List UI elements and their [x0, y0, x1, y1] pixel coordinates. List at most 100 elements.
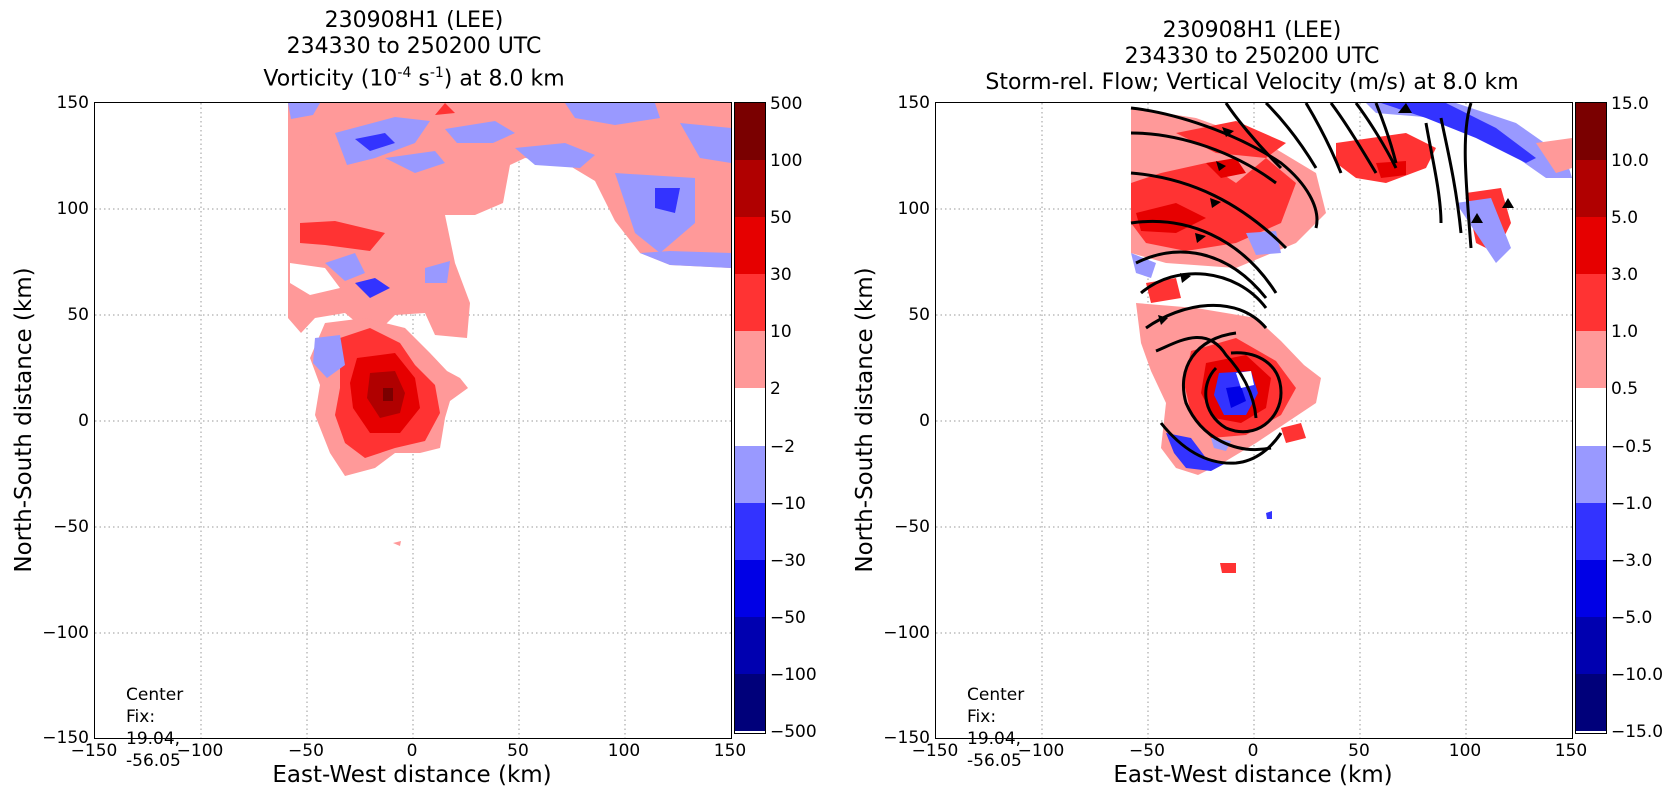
x-tick-label: 0 [1247, 741, 1259, 761]
y-axis-label: North-South distance (km) [11, 267, 37, 573]
colorbar-segment [735, 673, 765, 732]
center-fix-annotation: Center Fix: 19.04, -56.05 [967, 684, 1024, 772]
title-text: Vorticity (10 [263, 66, 398, 92]
x-tick-label: −150 [911, 741, 959, 761]
x-tick-label: 100 [607, 741, 641, 761]
x-axis-label: East-West distance (km) [272, 762, 552, 788]
x-tick-label: −50 [1129, 741, 1165, 761]
vorticity-field [95, 103, 731, 738]
colorbar-label: −5.0 [1611, 608, 1653, 628]
y-tick-label: 150 [56, 93, 89, 113]
x-tick-label: −100 [176, 741, 224, 761]
x-tick-label: 0 [406, 741, 418, 761]
colorbar-segment [1576, 388, 1606, 446]
colorbar-label: −3.0 [1611, 551, 1653, 571]
x-tick-label: 50 [1348, 741, 1370, 761]
colorbar-label: 30 [770, 265, 792, 285]
title-unit: s [411, 66, 430, 92]
y-tick-label: −100 [42, 623, 89, 643]
y-tick-label: 50 [67, 305, 89, 325]
colorbar-segment [1576, 616, 1606, 674]
colorbar-segment [1576, 673, 1606, 732]
center-fix-label: Center Fix: [126, 685, 184, 727]
colorbar-label: 10 [770, 322, 792, 342]
x-axis-label: East-West distance (km) [1113, 762, 1393, 788]
title-exponent: -1 [429, 65, 444, 81]
title-line-2: 234330 to 250200 UTC [1124, 44, 1380, 69]
colorbar-segment [735, 217, 765, 275]
colorbar-label: 5.0 [1611, 208, 1639, 228]
colorbar-segment [735, 445, 765, 503]
title-line-1: 230908H1 (LEE) [1162, 18, 1342, 43]
x-tick-label: −50 [288, 741, 324, 761]
streamline-arrows [1158, 103, 1514, 325]
colorbar-label: 15.0 [1611, 94, 1649, 114]
y-tick-label: −50 [894, 517, 930, 537]
colorbar-label: 50 [770, 208, 792, 228]
y-tick-label: 0 [919, 411, 930, 431]
colorbar-segment [1576, 502, 1606, 560]
x-tick-label: −150 [70, 741, 118, 761]
y-tick-label: 100 [897, 199, 930, 219]
colorbar [734, 102, 766, 734]
vertical-velocity-field [936, 103, 1572, 738]
center-fix-label: Center Fix: [967, 685, 1025, 727]
y-tick-label: −100 [883, 623, 930, 643]
colorbar-label: −0.5 [1611, 437, 1653, 457]
chart-title: 230908H1 (LEE) 234330 to 250200 UTC Vort… [263, 8, 564, 92]
colorbar-label: 500 [770, 94, 803, 114]
title-line-2: 234330 to 250200 UTC [286, 34, 542, 59]
colorbar-segment [1576, 217, 1606, 275]
colorbar-label: −2 [770, 437, 796, 457]
colorbar-segment [735, 160, 765, 218]
colorbar-label: −10.0 [1611, 665, 1664, 685]
y-tick-label: 100 [56, 199, 89, 219]
x-tick-label: 150 [1554, 741, 1588, 761]
plot-area [935, 102, 1573, 739]
center-fix-value: 19.04, -56.05 [126, 729, 181, 771]
colorbar-segment [735, 559, 765, 617]
colorbar-label: 1.0 [1611, 322, 1639, 342]
title-text: ) at 8.0 km [443, 66, 565, 92]
colorbar [1575, 102, 1607, 734]
center-fix-value: 19.04, -56.05 [967, 729, 1022, 771]
title-line-1: 230908H1 (LEE) [324, 8, 504, 33]
y-tick-label: −150 [883, 728, 930, 748]
colorbar-segment [1576, 559, 1606, 617]
chart-title: 230908H1 (LEE) 234330 to 250200 UTC Stor… [985, 18, 1518, 96]
colorbar-segment [735, 274, 765, 332]
colorbar-label: −100 [770, 665, 817, 685]
colorbar-segment [735, 103, 765, 161]
colorbar-label: −500 [770, 722, 817, 742]
colorbar-label: −1.0 [1611, 494, 1653, 514]
colorbar-segment [1576, 274, 1606, 332]
center-fix-annotation: Center Fix: 19.04, -56.05 [126, 684, 183, 772]
streamlines [1130, 103, 1473, 465]
x-tick-label: −100 [1017, 741, 1065, 761]
colorbar-segment [735, 331, 765, 389]
x-tick-label: 100 [1448, 741, 1482, 761]
y-tick-label: 50 [908, 305, 930, 325]
colorbar-segment [1576, 160, 1606, 218]
title-line-3: Vorticity (10-4 s-1) at 8.0 km [263, 60, 564, 92]
colorbar-label: 3.0 [1611, 265, 1639, 285]
colorbar-label: 10.0 [1611, 151, 1649, 171]
colorbar-segment [1576, 445, 1606, 503]
colorbar-segment [735, 388, 765, 446]
y-tick-label: 150 [897, 93, 930, 113]
colorbar-segment [735, 502, 765, 560]
colorbar-segment [735, 616, 765, 674]
colorbar-label: 2 [770, 379, 781, 399]
colorbar-label: −10 [770, 494, 806, 514]
colorbar-label: 100 [770, 151, 803, 171]
title-exponent: -4 [397, 65, 412, 81]
colorbar-label: 0.5 [1611, 379, 1639, 399]
y-tick-label: −150 [42, 728, 89, 748]
x-tick-label: 150 [713, 741, 747, 761]
y-axis-label: North-South distance (km) [852, 267, 878, 573]
y-tick-label: 0 [78, 411, 89, 431]
colorbar-label: −15.0 [1611, 722, 1664, 742]
colorbar-label: −50 [770, 608, 806, 628]
colorbar-label: −30 [770, 551, 806, 571]
y-tick-label: −50 [53, 517, 89, 537]
